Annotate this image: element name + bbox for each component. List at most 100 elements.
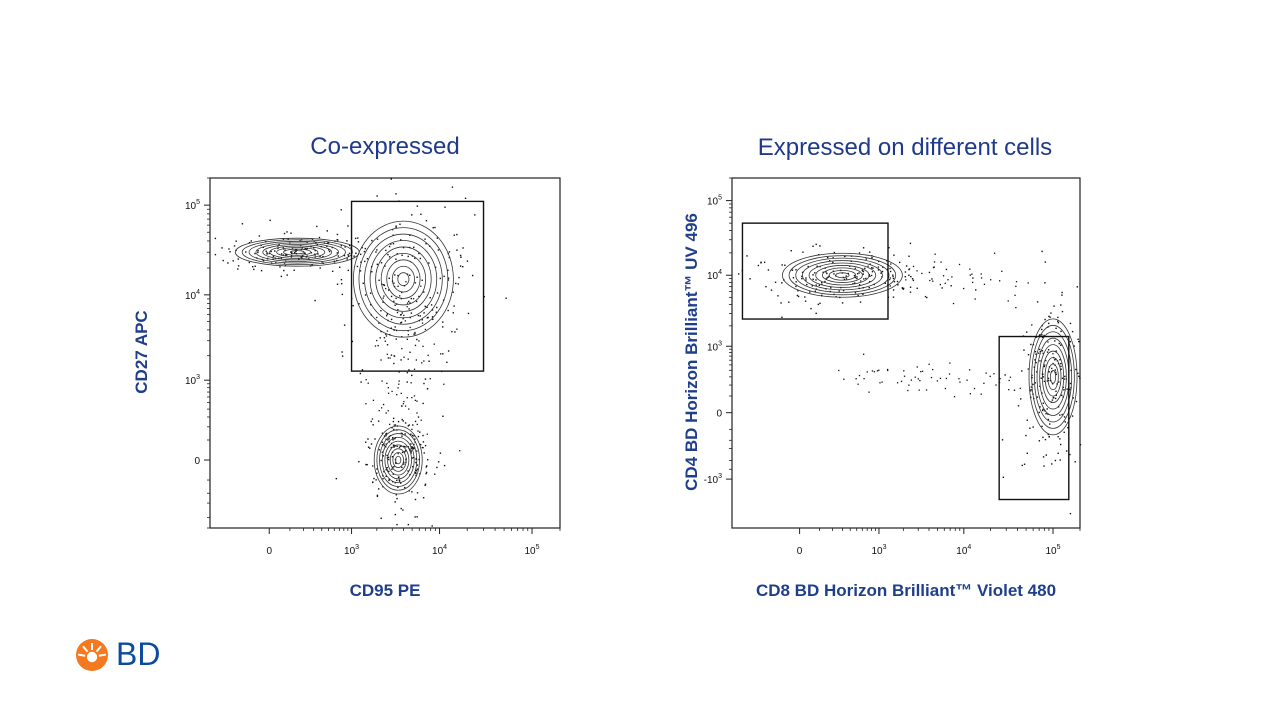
event-dot [257,251,259,254]
event-dot [1035,336,1037,338]
event-dot [980,393,982,395]
event-dot [818,284,821,287]
event-dot [410,297,413,300]
event-dot [394,501,396,503]
event-dot [424,305,426,308]
event-dot [1008,389,1010,391]
event-dot [347,255,350,257]
event-dot [378,279,380,282]
event-dot [268,252,270,255]
event-dot [1055,350,1057,352]
event-dot [365,403,367,405]
event-dot [411,491,413,493]
event-dot [1044,261,1047,263]
event-dot [1034,350,1037,353]
event-dot [409,448,411,450]
event-dot [905,279,907,281]
event-dot [418,340,420,342]
event-dot [1040,377,1042,379]
event-dot [402,509,404,511]
event-dot [933,261,936,263]
event-dot [781,282,783,284]
event-dot [410,452,412,454]
event-dot [892,289,895,291]
event-dot [966,379,968,381]
event-dot [364,294,367,296]
event-dot [380,359,382,361]
event-dot [969,268,971,270]
event-dot [314,254,316,256]
event-dot [442,326,444,328]
event-dot [1039,360,1041,362]
event-dot [854,267,856,269]
event-dot [415,474,417,477]
event-dot [816,265,818,267]
event-dot [1077,372,1079,375]
event-dot [969,274,971,276]
event-dot [1034,359,1036,361]
event-dot [372,424,374,426]
event-dot [902,288,905,290]
event-dot [411,214,413,216]
event-dot [422,402,424,405]
event-dot [848,265,851,267]
event-dot [985,372,987,374]
event-dot [983,283,986,285]
event-dot [428,262,430,264]
event-dot [1049,316,1051,318]
contour-line [801,260,883,291]
event-dot [447,277,450,279]
event-dot [1054,459,1057,462]
event-dot [780,302,782,304]
event-dot [765,285,767,288]
event-dot [395,297,397,300]
event-dot [407,425,409,427]
event-dot [375,479,377,481]
event-dot [382,477,384,480]
event-dot [340,209,342,211]
contour-line [364,233,443,325]
event-dot [347,254,349,256]
event-dot [853,274,856,277]
event-dot [435,311,438,314]
event-dot [933,266,935,268]
event-dot [272,258,274,260]
event-dot [390,442,393,445]
event-dot [868,281,871,283]
event-dot [908,255,910,257]
event-dot [397,308,399,311]
event-dot [417,430,419,432]
event-dot [1063,389,1065,391]
event-dot [426,433,428,435]
event-dot [830,287,832,289]
event-dot [294,251,296,254]
event-dot [337,255,340,257]
event-dot [1066,388,1068,390]
event-dot [412,424,414,426]
event-dot [833,251,836,254]
event-dot [394,437,397,439]
event-dot [850,260,852,263]
event-dot [319,255,321,258]
event-dot [369,447,371,449]
event-dot [420,285,422,287]
event-dot [416,516,418,518]
event-dot [1051,371,1053,373]
event-dot [404,422,407,424]
event-dot [448,251,451,253]
event-dot [388,436,390,438]
event-dot [896,382,899,384]
event-dot [1023,349,1025,351]
event-dot [1049,423,1051,425]
event-dot [415,461,417,464]
event-dot [258,235,261,237]
event-dot [763,261,766,264]
population [738,242,977,318]
event-dot [233,245,236,247]
event-dot [384,265,386,267]
event-dot [421,362,423,364]
event-dot [382,403,385,406]
event-dot [257,249,259,252]
contour-line [386,259,421,299]
event-dot [427,316,429,319]
